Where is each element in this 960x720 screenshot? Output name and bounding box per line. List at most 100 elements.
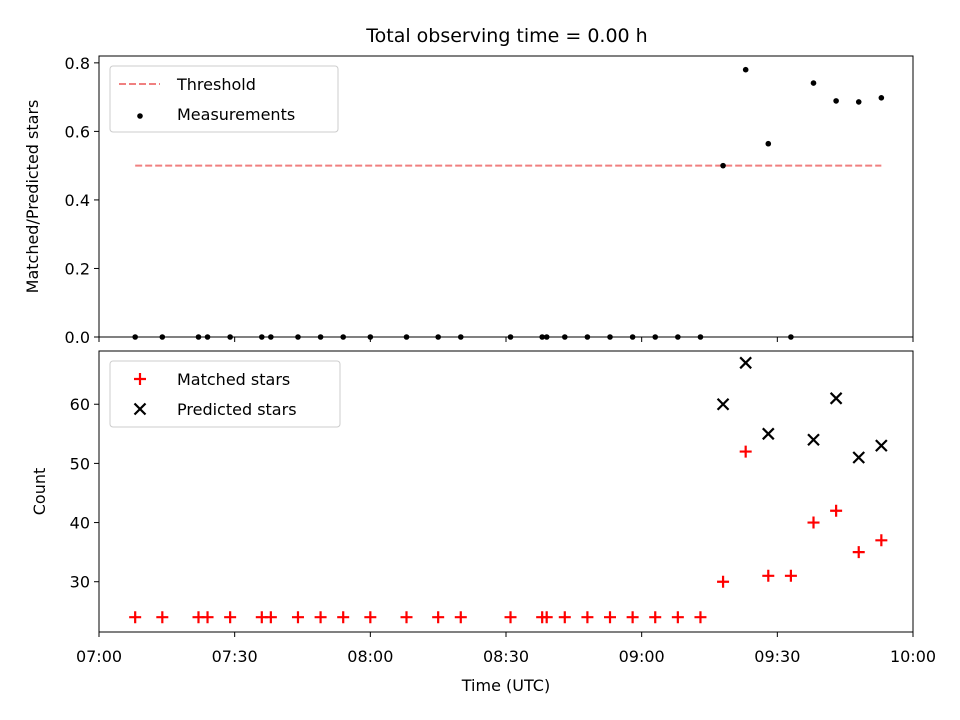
measurements-point-23 — [697, 334, 704, 340]
x-tick-label-1: 07:30 — [212, 647, 258, 666]
matched-stars-point-13 — [454, 611, 467, 624]
matched-stars-point-8 — [314, 611, 327, 624]
measurements-point-15 — [539, 334, 545, 340]
legend-label-threshold: Threshold — [176, 75, 256, 94]
x-tick-label-6: 10:00 — [890, 647, 936, 666]
matched-stars-point-14 — [504, 611, 517, 624]
measurements-point-21 — [652, 334, 659, 340]
legend-label-matched-stars: Matched stars — [177, 370, 290, 389]
measurements-point-12 — [435, 334, 441, 340]
y-tick-label-0-3: 0.6 — [65, 122, 90, 141]
predicted-stars-point-2 — [762, 427, 775, 441]
measurements-point-27 — [788, 334, 794, 340]
measurements-point-19 — [607, 334, 613, 340]
x-tick-label-3: 08:30 — [483, 647, 529, 666]
legend-1: Matched stars Predicted stars — [109, 360, 341, 428]
matched-stars-point-7 — [291, 611, 304, 624]
matched-stars-point-29 — [830, 504, 843, 517]
measurements-point-17 — [561, 334, 568, 340]
chart-title: Total observing time = 0.00 h — [365, 25, 647, 47]
bottom-panel: 30 40 50 60 07:00 07:30 08:00 08:30 09:00 09:30 10… — [30, 350, 936, 695]
measurements-point-0 — [132, 334, 138, 340]
y-tick-label-1-3: 60 — [70, 395, 90, 414]
matched-stars-point-28 — [807, 516, 820, 529]
predicted-stars-point-4 — [829, 392, 843, 405]
measurements-point-28 — [810, 80, 817, 86]
matched-stars-point-3 — [201, 611, 214, 624]
legend-box-0 — [109, 65, 339, 133]
measurements-point-26 — [765, 140, 772, 147]
matched-stars-point-19 — [604, 611, 617, 624]
matched-stars-point-26 — [762, 569, 775, 582]
matched-stars-point-1 — [156, 611, 169, 624]
matched-stars-point-10 — [364, 611, 377, 624]
measurements-point-4 — [227, 334, 233, 340]
measurements-point-29 — [833, 98, 839, 104]
legend-marker-measurements — [137, 113, 143, 119]
measurements-point-2 — [195, 334, 202, 340]
measurements-point-20 — [629, 334, 636, 340]
x-axis-label: Time (UTC) — [461, 676, 550, 695]
measurements-point-5 — [259, 334, 265, 340]
matched-stars-point-27 — [784, 569, 797, 582]
measurements-point-3 — [204, 334, 211, 340]
matched-stars-point-0 — [129, 611, 142, 624]
matched-stars-point-6 — [264, 611, 277, 624]
measurements-point-18 — [584, 334, 591, 340]
matched-stars-point-24 — [717, 575, 730, 588]
matched-stars-point-31 — [875, 534, 888, 547]
legend-marker-predicted-stars — [133, 402, 147, 416]
legend-label-measurements: Measurements — [177, 105, 295, 124]
predicted-stars-point-3 — [807, 433, 820, 447]
y-tick-label-1-0: 30 — [70, 573, 90, 592]
y-tick-label-0-0: 0.0 — [65, 328, 90, 347]
matched-stars-point-18 — [581, 611, 594, 624]
y-tick-label-1-2: 50 — [70, 454, 90, 473]
y-tick-label-0-1: 0.2 — [65, 259, 90, 278]
measurements-point-7 — [295, 334, 301, 340]
measurements-point-10 — [367, 334, 374, 340]
predicted-stars-point-6 — [875, 439, 888, 452]
matched-stars-point-4 — [224, 611, 237, 624]
x-tick-label-2: 08:00 — [347, 647, 393, 666]
predicted-stars-point-5 — [852, 451, 866, 464]
measurements-point-30 — [855, 99, 862, 105]
matched-stars-point-12 — [432, 611, 445, 624]
measurements-point-11 — [403, 334, 410, 340]
matched-stars-point-9 — [337, 611, 350, 624]
y-tick-label-0-4: 0.8 — [65, 54, 90, 73]
measurements-point-22 — [675, 334, 681, 340]
y-tick-label-1-1: 40 — [70, 514, 90, 533]
x-tick-label-0: 07:00 — [76, 647, 122, 666]
x-tick-label-4: 09:00 — [619, 647, 665, 666]
matched-stars-point-11 — [400, 611, 413, 624]
x-tick-label-5: 09:30 — [754, 647, 800, 666]
measurements-point-8 — [317, 334, 324, 340]
measurements-point-24 — [720, 162, 726, 169]
measurements-point-16 — [543, 334, 550, 340]
measurements-point-9 — [340, 334, 347, 340]
top-panel: 0.0 0.2 0.4 0.6 0.8 Matched/Predicted stars Th… — [23, 54, 914, 347]
y-axis-label-0: Matched/Predicted stars — [23, 100, 42, 294]
legend-0: Threshold Measurements — [109, 65, 339, 133]
legend-marker-matched-stars — [134, 373, 146, 385]
legend-label-predicted-stars: Predicted stars — [177, 400, 297, 419]
measurements-point-6 — [268, 334, 274, 340]
measurements-point-13 — [457, 334, 464, 340]
legend-box-1 — [109, 360, 341, 428]
predicted-stars-point-0 — [716, 397, 730, 411]
matched-stars-point-21 — [649, 611, 662, 624]
measurements-point-14 — [507, 334, 514, 340]
measurements-point-31 — [878, 95, 885, 101]
matched-stars-point-20 — [626, 611, 639, 624]
matched-stars-point-16 — [540, 611, 553, 624]
matched-stars-point-30 — [852, 546, 865, 559]
measurements-point-1 — [159, 334, 166, 340]
matched-stars-point-22 — [671, 611, 684, 624]
measurements-point-25 — [742, 66, 749, 73]
matched-stars-point-17 — [558, 611, 571, 624]
matched-stars-point-25 — [739, 445, 752, 458]
matched-stars-point-23 — [694, 611, 707, 624]
y-tick-label-0-2: 0.4 — [65, 191, 90, 210]
